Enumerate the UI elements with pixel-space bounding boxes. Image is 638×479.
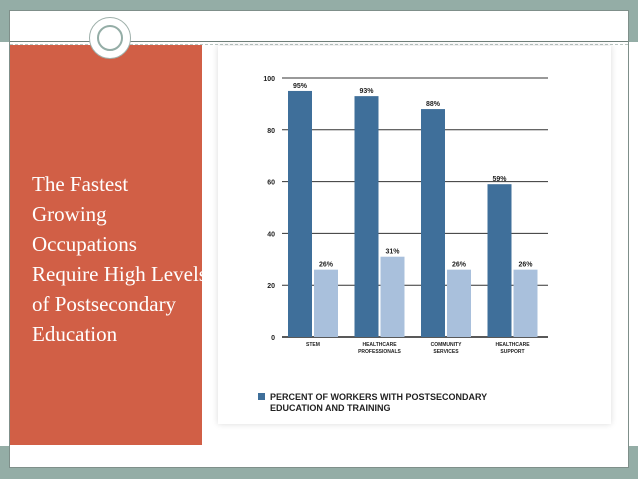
bar xyxy=(354,96,379,337)
bar-value-label: 93% xyxy=(359,88,374,95)
bar-value-label: 95% xyxy=(293,83,308,90)
y-tick-label: 60 xyxy=(267,180,275,187)
bar xyxy=(421,109,445,337)
header-rule-dashed xyxy=(10,44,628,45)
slide-title: The Fastest Growing Occupations Require … xyxy=(32,172,207,346)
legend-swatch xyxy=(258,393,265,400)
bar xyxy=(288,90,312,337)
bar-value-label: 59% xyxy=(492,176,507,183)
title-panel: The Fastest Growing Occupations Require … xyxy=(10,45,207,445)
bar-value-label: 31% xyxy=(385,249,400,256)
header-rule xyxy=(10,41,628,42)
category-label: STEM xyxy=(306,342,320,348)
y-tick-label: 80 xyxy=(267,128,275,135)
legend-label: EDUCATION AND TRAINING xyxy=(270,403,391,413)
legend-label: PERCENT OF WORKERS WITH POSTSECONDARY xyxy=(270,392,487,402)
y-tick-label: 0 xyxy=(271,335,275,342)
bar xyxy=(487,184,512,337)
circle-ornament-icon xyxy=(89,17,131,59)
category-label: HEALTHCARE xyxy=(362,342,397,348)
bar-value-label: 26% xyxy=(319,262,334,269)
category-label: SERVICES xyxy=(433,349,459,355)
y-tick-label: 40 xyxy=(267,231,275,238)
bar-value-label: 88% xyxy=(426,101,441,108)
bar xyxy=(513,269,538,337)
bar xyxy=(380,256,405,337)
bar xyxy=(447,269,471,337)
bar-chart: 02040608010095%26%STEM93%31%HEALTHCAREPR… xyxy=(258,76,548,413)
category-label: COMMUNITY xyxy=(431,342,462,348)
bar xyxy=(314,269,338,337)
y-tick-label: 20 xyxy=(267,283,275,290)
bar-value-label: 26% xyxy=(452,262,467,269)
category-label: PROFESSIONALS xyxy=(358,349,401,355)
category-label: SUPPORT xyxy=(500,349,524,355)
y-tick-label: 100 xyxy=(263,76,275,83)
category-label: HEALTHCARE xyxy=(495,342,530,348)
chart-card: 0 20 40 60 80 100 95% 26% STEM 93% 31% HEALTHCARE PR… xyxy=(218,46,611,424)
bar-value-label: 26% xyxy=(518,262,533,269)
